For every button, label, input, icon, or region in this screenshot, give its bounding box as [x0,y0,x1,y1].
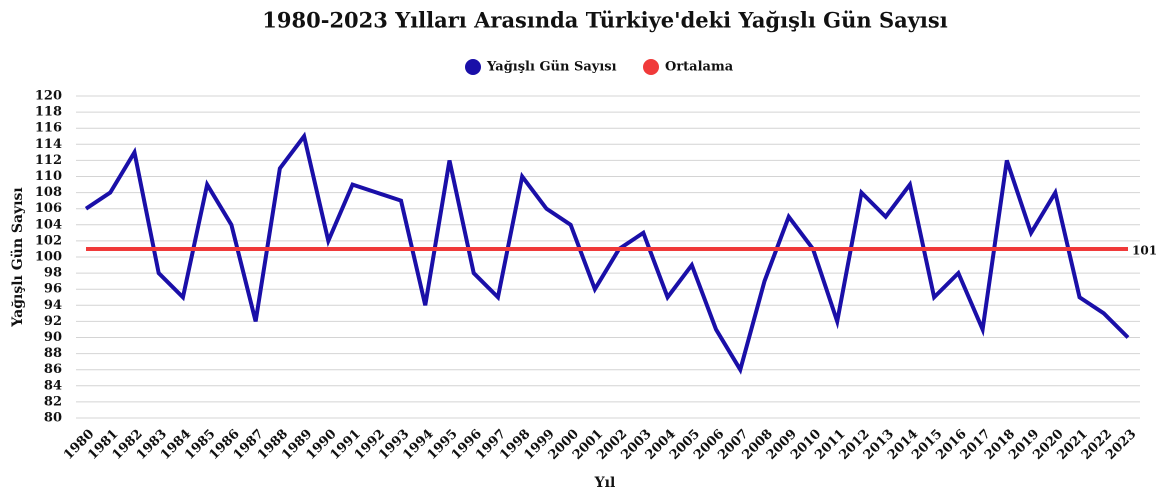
y-tick-label: 106 [35,201,62,216]
average-label: 101 [1132,243,1157,257]
y-tick-label: 118 [35,105,62,120]
y-tick-label: 92 [44,314,62,329]
y-tick-label: 82 [44,394,62,409]
y-tick-label: 104 [35,217,62,232]
y-tick-label: 98 [44,266,62,281]
x-axis-label: Yıl [594,475,616,491]
data-line [84,131,1130,375]
legend-label: Yağışlı Gün Sayısı [486,60,617,75]
y-tick-label: 116 [35,121,62,136]
y-tick-label: 110 [35,169,62,184]
y-tick-label: 96 [44,282,62,297]
y-tick-label: 90 [44,330,62,345]
y-tick-label: 88 [44,346,62,361]
y-tick-label: 100 [35,250,62,265]
y-axis-label: Yağışlı Gün Sayısı [10,187,26,328]
y-tick-label: 120 [35,89,62,104]
legend-label: Ortalama [665,60,734,75]
y-tick-label: 102 [35,233,62,248]
chart-title: 1980-2023 Yılları Arasında Türkiye'deki … [262,8,947,33]
y-tick-label: 86 [44,362,62,377]
y-tick-label: 94 [44,298,62,313]
y-tick-label: 114 [35,137,62,152]
legend-marker [465,59,481,75]
legend-marker [643,59,659,75]
y-tick-label: 84 [44,378,62,393]
y-tick-label: 108 [35,185,62,200]
y-tick-label: 112 [35,153,62,168]
y-tick-label: 80 [44,411,62,426]
